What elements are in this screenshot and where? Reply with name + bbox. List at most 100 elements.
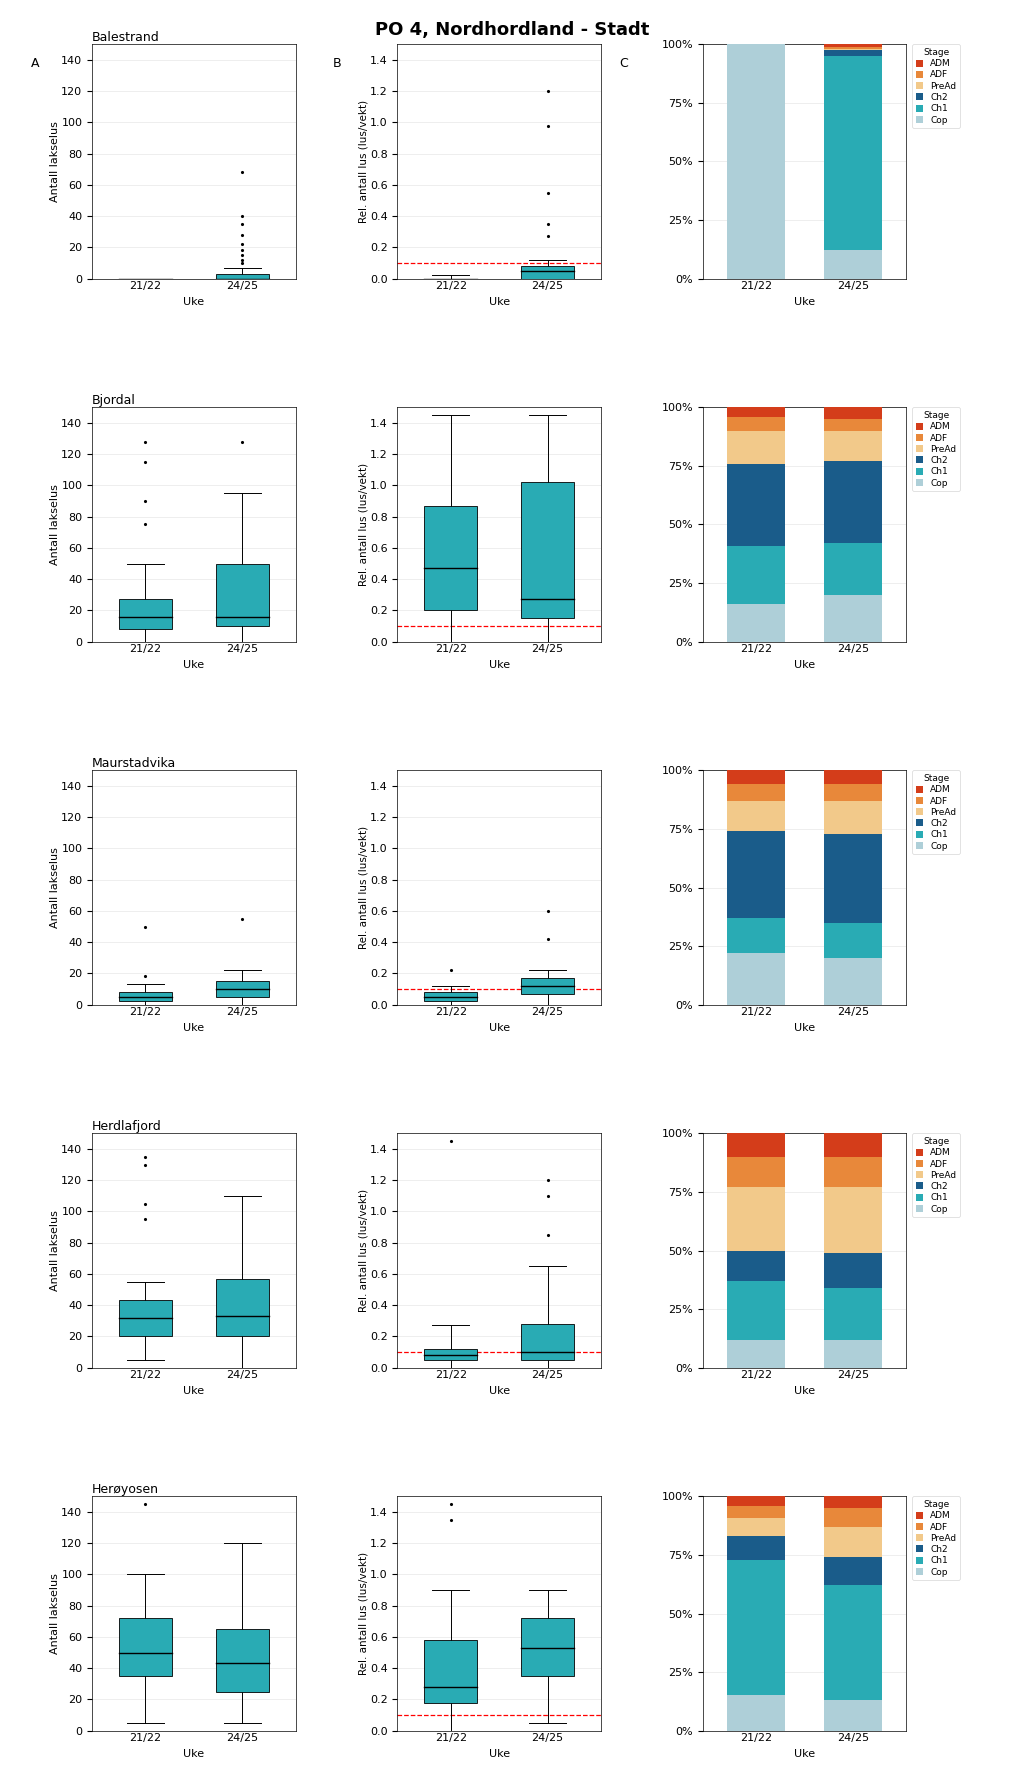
Bar [424,1349,477,1360]
Bar [119,992,172,1001]
Bar [824,1134,882,1157]
Y-axis label: Antall lakselus: Antall lakselus [50,121,60,202]
X-axis label: Uke: Uke [488,1386,510,1395]
Text: Bjordal: Bjordal [92,394,136,408]
Bar [727,545,785,604]
Bar [216,563,269,627]
Bar [824,419,882,431]
Legend: ADM, ADF, PreAd, Ch2, Ch1, Cop: ADM, ADF, PreAd, Ch2, Ch1, Cop [912,1134,961,1218]
X-axis label: Uke: Uke [183,1022,205,1033]
Bar [727,1518,785,1535]
Bar [824,48,882,50]
Bar [824,57,882,250]
Bar [727,801,785,831]
Y-axis label: Rel. antall lus (lus/vekt): Rel. antall lus (lus/vekt) [358,99,369,224]
Text: PO 4, Nordhordland - Stadt: PO 4, Nordhordland - Stadt [375,21,649,39]
Text: C: C [620,57,629,71]
Bar [521,483,574,618]
Bar [727,1560,785,1695]
Y-axis label: Rel. antall lus (lus/vekt): Rel. antall lus (lus/vekt) [358,825,369,950]
Bar [727,1340,785,1367]
Bar [521,266,574,279]
X-axis label: Uke: Uke [183,660,205,669]
X-axis label: Uke: Uke [794,1022,815,1033]
Bar [824,1340,882,1367]
Bar [824,462,882,543]
Bar [824,785,882,801]
Bar [824,959,882,1005]
Bar [824,431,882,462]
Bar [424,1640,477,1702]
Y-axis label: Antall lakselus: Antall lakselus [50,485,60,564]
Bar [824,408,882,419]
X-axis label: Uke: Uke [183,1748,205,1759]
Bar [424,506,477,611]
Bar [727,770,785,785]
Bar [727,953,785,1005]
Bar [727,1134,785,1157]
X-axis label: Uke: Uke [488,296,510,307]
Bar [824,1509,882,1526]
Y-axis label: Rel. antall lus (lus/vekt): Rel. antall lus (lus/vekt) [358,463,369,586]
Bar [824,44,882,48]
Bar [521,1324,574,1360]
Legend: ADM, ADF, PreAd, Ch2, Ch1, Cop: ADM, ADF, PreAd, Ch2, Ch1, Cop [912,770,961,854]
X-axis label: Uke: Uke [183,296,205,307]
Bar [824,1253,882,1289]
X-axis label: Uke: Uke [183,1386,205,1395]
Bar [727,785,785,801]
Bar [727,431,785,463]
Bar [824,595,882,641]
Bar [824,1700,882,1731]
Bar [824,1187,882,1253]
Bar [521,1619,574,1676]
Bar [727,1496,785,1505]
X-axis label: Uke: Uke [794,296,815,307]
X-axis label: Uke: Uke [488,660,510,669]
Y-axis label: Rel. antall lus (lus/vekt): Rel. antall lus (lus/vekt) [358,1551,369,1676]
Text: Herdlafjord: Herdlafjord [92,1120,162,1134]
X-axis label: Uke: Uke [488,1022,510,1033]
Y-axis label: Antall lakselus: Antall lakselus [50,1573,60,1654]
Bar [824,250,882,279]
Text: A: A [31,57,39,71]
Bar [727,1187,785,1251]
Bar [727,417,785,431]
Bar [727,1695,785,1731]
Bar [824,543,882,595]
Bar [727,408,785,417]
Bar [824,770,882,785]
Bar [824,1289,882,1340]
Y-axis label: Antall lakselus: Antall lakselus [50,847,60,928]
Bar [727,831,785,918]
Bar [727,918,785,953]
Text: Balestrand: Balestrand [92,32,160,44]
X-axis label: Uke: Uke [794,660,815,669]
Bar [216,1629,269,1692]
X-axis label: Uke: Uke [794,1748,815,1759]
Bar [727,1535,785,1560]
Bar [824,801,882,834]
X-axis label: Uke: Uke [488,1748,510,1759]
Bar [216,982,269,998]
Bar [727,1157,785,1187]
Y-axis label: Rel. antall lus (lus/vekt): Rel. antall lus (lus/vekt) [358,1189,369,1312]
Bar [521,978,574,994]
Legend: ADM, ADF, PreAd, Ch2, Ch1, Cop: ADM, ADF, PreAd, Ch2, Ch1, Cop [912,408,961,492]
Bar [824,1585,882,1700]
Bar [216,273,269,279]
Bar [119,1619,172,1676]
Bar [824,1157,882,1187]
Bar [727,604,785,641]
Bar [824,50,882,57]
Text: Herøyosen: Herøyosen [92,1484,159,1496]
Bar [824,1496,882,1509]
Bar [424,992,477,1001]
Bar [824,1526,882,1557]
Bar [727,1282,785,1340]
Bar [824,1557,882,1585]
Text: B: B [333,57,341,71]
Y-axis label: Antall lakselus: Antall lakselus [50,1211,60,1290]
Legend: ADM, ADF, PreAd, Ch2, Ch1, Cop: ADM, ADF, PreAd, Ch2, Ch1, Cop [912,44,961,128]
Bar [216,1278,269,1337]
